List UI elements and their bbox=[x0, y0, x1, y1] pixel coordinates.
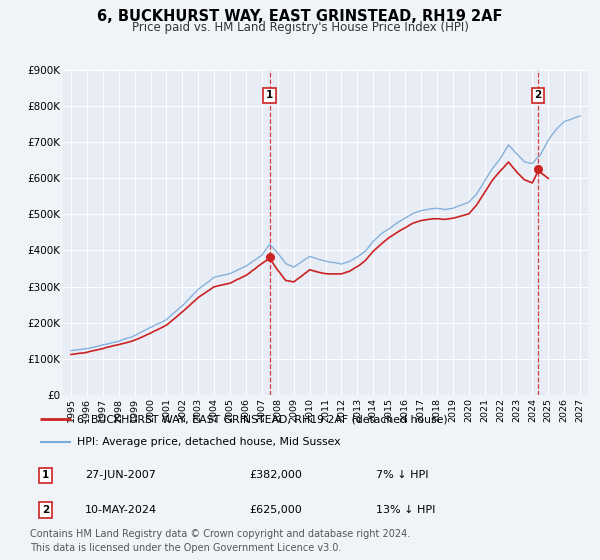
Text: 7% ↓ HPI: 7% ↓ HPI bbox=[376, 470, 428, 480]
Text: £382,000: £382,000 bbox=[250, 470, 302, 480]
Text: Contains HM Land Registry data © Crown copyright and database right 2024.
This d: Contains HM Land Registry data © Crown c… bbox=[30, 529, 410, 553]
Text: 10-MAY-2024: 10-MAY-2024 bbox=[85, 505, 157, 515]
Text: 1: 1 bbox=[266, 90, 273, 100]
Text: 2: 2 bbox=[535, 90, 542, 100]
Text: HPI: Average price, detached house, Mid Sussex: HPI: Average price, detached house, Mid … bbox=[77, 437, 340, 447]
Text: Price paid vs. HM Land Registry's House Price Index (HPI): Price paid vs. HM Land Registry's House … bbox=[131, 21, 469, 34]
Text: 1: 1 bbox=[42, 470, 49, 480]
Text: 6, BUCKHURST WAY, EAST GRINSTEAD, RH19 2AF: 6, BUCKHURST WAY, EAST GRINSTEAD, RH19 2… bbox=[97, 9, 503, 24]
Text: 6, BUCKHURST WAY, EAST GRINSTEAD, RH19 2AF (detached house): 6, BUCKHURST WAY, EAST GRINSTEAD, RH19 2… bbox=[77, 414, 447, 424]
Text: £625,000: £625,000 bbox=[250, 505, 302, 515]
Text: 13% ↓ HPI: 13% ↓ HPI bbox=[376, 505, 435, 515]
Text: 27-JUN-2007: 27-JUN-2007 bbox=[85, 470, 156, 480]
Text: 2: 2 bbox=[42, 505, 49, 515]
